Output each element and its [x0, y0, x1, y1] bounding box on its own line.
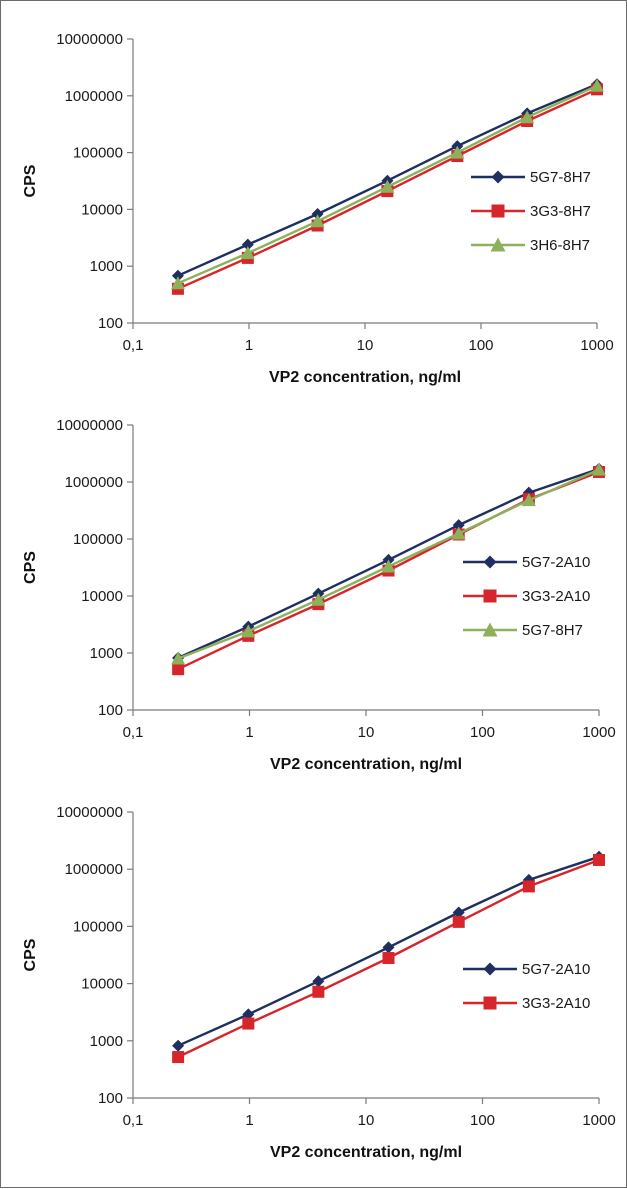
data-point	[593, 854, 605, 866]
x-axis-title: VP2 concentration, ng/ml	[270, 756, 462, 773]
legend-marker	[484, 963, 497, 976]
legend-entry: 5G7-2A10	[522, 961, 590, 978]
x-axis-title: VP2 concentration, ng/ml	[269, 369, 461, 386]
data-point	[172, 1051, 184, 1063]
data-point	[523, 880, 535, 892]
y-tick-label: 1000	[90, 258, 123, 275]
legend-marker	[484, 997, 497, 1010]
data-point	[312, 975, 324, 987]
x-tick-label: 0,1	[123, 724, 144, 741]
legend-entry: 3H6-8H7	[530, 237, 590, 254]
y-tick-label: 10000	[81, 976, 123, 993]
legend: 5G7-8H7 3G3-8H7 3H6-8H7	[471, 169, 591, 254]
y-tick-label: 100000	[73, 918, 123, 935]
x-tick-label: 100	[470, 1112, 495, 1129]
data-point	[382, 952, 394, 964]
chart-3: 100 1000 10000 100000 1000000 10000000 0,1 1 10 1…	[22, 804, 616, 1161]
legend-entry: 3G3-2A10	[522, 995, 590, 1012]
y-tick-label: 100000	[73, 145, 123, 162]
x-tick-label: 1	[245, 1112, 253, 1129]
legend-marker	[484, 556, 497, 569]
x-tick-label: 10	[357, 337, 374, 354]
y-tick-label: 1000000	[65, 474, 123, 491]
y-tick-label: 1000	[90, 645, 123, 662]
y-tick-label: 1000	[90, 1033, 123, 1050]
x-tick-label: 10	[358, 724, 375, 741]
chart-1: 100 1000 10000 100000 1000000 10000000 0,1 1 10 1…	[22, 31, 614, 386]
x-tick-label: 100	[468, 337, 493, 354]
data-point	[382, 941, 394, 953]
x-tick-label: 1000	[582, 724, 615, 741]
legend-entry: 5G7-2A10	[522, 554, 590, 571]
y-axis-title: CPS	[22, 938, 39, 971]
x-tick-label: 1000	[582, 1112, 615, 1129]
series-3G3-2A10	[172, 854, 605, 1063]
y-tick-label: 100000	[73, 531, 123, 548]
x-tick-label: 1	[245, 337, 253, 354]
y-tick-label: 1000000	[65, 88, 123, 105]
y-tick-label: 10000000	[56, 417, 123, 434]
legend: 5G7-2A10 3G3-2A10 5G7-8H7	[463, 554, 590, 639]
legend-entry: 3G3-2A10	[522, 588, 590, 605]
data-point	[242, 1018, 254, 1030]
x-tick-label: 0,1	[123, 337, 144, 354]
y-tick-label: 10000000	[56, 31, 123, 48]
data-point	[172, 1040, 184, 1052]
y-tick-label: 100	[98, 1090, 123, 1107]
data-point	[453, 916, 465, 928]
y-tick-label: 10000	[81, 201, 123, 218]
x-tick-label: 10	[358, 1112, 375, 1129]
y-tick-label: 10000000	[56, 804, 123, 821]
legend-entry: 5G7-8H7	[530, 169, 591, 186]
y-axis-title: CPS	[22, 551, 39, 584]
x-tick-label: 100	[470, 724, 495, 741]
data-point	[312, 986, 324, 998]
legend-marker	[492, 205, 505, 218]
x-tick-label: 1000	[580, 337, 613, 354]
legend: 5G7-2A10 3G3-2A10	[463, 961, 590, 1012]
x-tick-label: 1	[245, 724, 253, 741]
series-5G7-2A10	[172, 851, 605, 1052]
data-point	[172, 663, 184, 675]
y-tick-label: 100	[98, 315, 123, 332]
y-tick-label: 1000000	[65, 861, 123, 878]
x-tick-label: 0,1	[123, 1112, 144, 1129]
legend-entry: 3G3-8H7	[530, 203, 591, 220]
chart-2: 100 1000 10000 100000 1000000 10000000 0,1 1 10 1…	[22, 417, 616, 773]
data-point	[171, 276, 185, 289]
y-axis-title: CPS	[22, 164, 39, 197]
legend-marker	[484, 590, 497, 603]
y-tick-label: 100	[98, 702, 123, 719]
legend-marker	[492, 171, 505, 184]
y-tick-label: 10000	[81, 588, 123, 605]
legend-entry: 5G7-8H7	[522, 622, 583, 639]
x-axis-title: VP2 concentration, ng/ml	[270, 1144, 462, 1161]
